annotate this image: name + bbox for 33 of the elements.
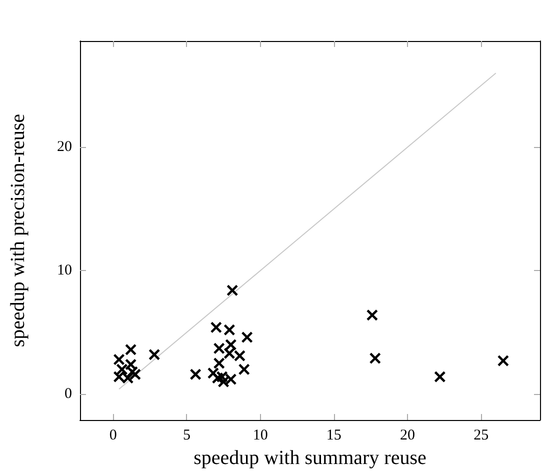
point [242,332,253,343]
x-tick-label: 10 [252,428,268,444]
x-tick-label: 20 [400,428,416,444]
point [126,366,138,378]
point [225,374,236,385]
point [434,371,446,382]
point [125,344,136,356]
point [238,364,250,375]
x-axis-title: speedup with summary reuse [194,447,426,469]
point [214,358,225,369]
point [225,339,236,350]
x-tick-label: 5 [182,428,190,444]
point [498,355,509,366]
point [218,376,230,388]
x-tick-label: 0 [109,428,117,444]
x-tick-label: 15 [326,428,342,444]
point [210,322,222,333]
point [114,354,125,366]
y-axis-title: speedup with precision-reuse [7,114,29,348]
y-tick-label: 0 [64,386,72,402]
point [148,349,160,360]
y-tick-label: 10 [57,262,72,279]
point [370,352,381,364]
y-tick-label: 20 [57,139,72,156]
point [214,342,225,354]
x-tick-label: 25 [474,428,489,444]
point [190,368,202,380]
point [116,364,128,375]
point [224,324,235,336]
point [234,350,246,362]
point [224,348,235,359]
point [366,310,378,321]
point [226,284,238,296]
